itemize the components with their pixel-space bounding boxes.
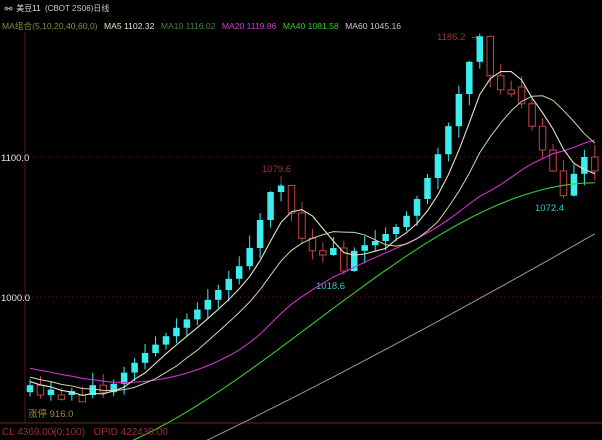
svg-text:1018.6: 1018.6 [316, 281, 345, 292]
svg-text:1072.4: 1072.4 [535, 203, 564, 214]
svg-text:1186.2: 1186.2 [437, 32, 465, 43]
svg-text:1079.6: 1079.6 [262, 164, 291, 175]
svg-text:1100.0: 1100.0 [1, 153, 29, 164]
svg-text:1000.0: 1000.0 [1, 293, 30, 304]
svg-text:涨停 916.0: 涨停 916.0 [28, 408, 73, 420]
